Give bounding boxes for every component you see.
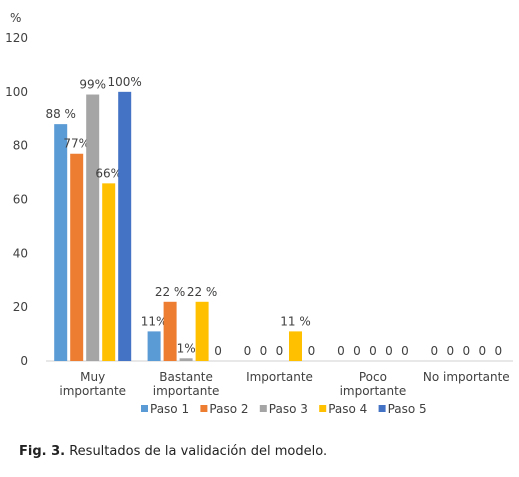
data-label: 0 xyxy=(446,344,454,358)
data-label: 0 xyxy=(494,344,502,358)
data-label: 11% xyxy=(141,314,168,328)
data-label: 99% xyxy=(79,78,106,92)
bar-paso-2 xyxy=(163,301,177,361)
x-tick-label: Importante xyxy=(246,370,313,384)
data-label: 77% xyxy=(63,137,90,151)
data-label: 0 xyxy=(401,344,409,358)
data-label: 0 xyxy=(244,344,252,358)
x-tick-label: No importante xyxy=(423,370,510,384)
bar-paso-2 xyxy=(70,153,84,361)
legend-entry: Paso 5 xyxy=(388,402,427,416)
caption-text: Resultados de la validación del modelo. xyxy=(65,444,328,459)
bar-paso-5 xyxy=(118,91,132,361)
legend-swatch xyxy=(141,405,148,412)
data-label: 0 xyxy=(337,344,345,358)
y-axis-label: % xyxy=(10,11,21,25)
y-tick-label: 60 xyxy=(13,193,28,207)
y-tick-label: 20 xyxy=(13,300,28,314)
data-label: 0 xyxy=(214,344,222,358)
data-label: 0 xyxy=(260,344,268,358)
x-tick-label: importante xyxy=(340,384,407,398)
legend-swatch xyxy=(319,405,327,412)
legend-swatch xyxy=(378,405,386,412)
data-label: 100% xyxy=(108,75,142,89)
data-label: 11 % xyxy=(280,314,311,328)
legend-swatch xyxy=(259,405,267,412)
bar-paso-4 xyxy=(102,183,116,361)
bar-paso-1 xyxy=(147,331,161,361)
y-tick-label: 0 xyxy=(20,354,28,368)
data-label: 1% xyxy=(177,341,196,355)
data-label: 0 xyxy=(385,344,393,358)
data-label: 22 % xyxy=(155,285,186,299)
data-label: 22 % xyxy=(187,285,218,299)
legend-entry: Paso 3 xyxy=(269,402,308,416)
data-label: 0 xyxy=(369,344,377,358)
legend-entry: Paso 2 xyxy=(209,402,248,416)
data-label: 0 xyxy=(430,344,438,358)
bar-paso-4 xyxy=(289,331,302,361)
data-label: 0 xyxy=(478,344,486,358)
legend-entry: Paso 1 xyxy=(150,402,189,416)
legend-entry: Paso 4 xyxy=(328,402,367,416)
data-label: 0 xyxy=(462,344,470,358)
caption-prefix: Fig. 3. xyxy=(19,444,66,459)
bar-paso-1 xyxy=(54,124,68,361)
y-tick-label: 40 xyxy=(13,246,28,260)
x-tick-label: importante xyxy=(153,384,220,398)
legend-swatch xyxy=(200,405,208,412)
data-label: 66% xyxy=(95,166,122,180)
data-label: 0 xyxy=(353,344,361,358)
data-label: 88 % xyxy=(45,107,76,121)
x-tick-label: importante xyxy=(59,384,126,398)
x-tick-label: Muy xyxy=(80,370,105,384)
data-label: 0 xyxy=(308,344,316,358)
data-label: 0 xyxy=(276,344,284,358)
x-tick-label: Poco xyxy=(359,370,387,384)
bar-paso-4 xyxy=(195,301,209,361)
bar-paso-3 xyxy=(179,358,193,361)
figure-caption: Fig. 3. Resultados de la validación del … xyxy=(19,444,327,459)
y-tick-label: 80 xyxy=(13,139,28,153)
y-tick-label: 100 xyxy=(5,85,28,99)
x-tick-label: Bastante xyxy=(159,370,213,384)
y-tick-label: 120 xyxy=(5,31,28,45)
bar-paso-3 xyxy=(86,94,100,362)
